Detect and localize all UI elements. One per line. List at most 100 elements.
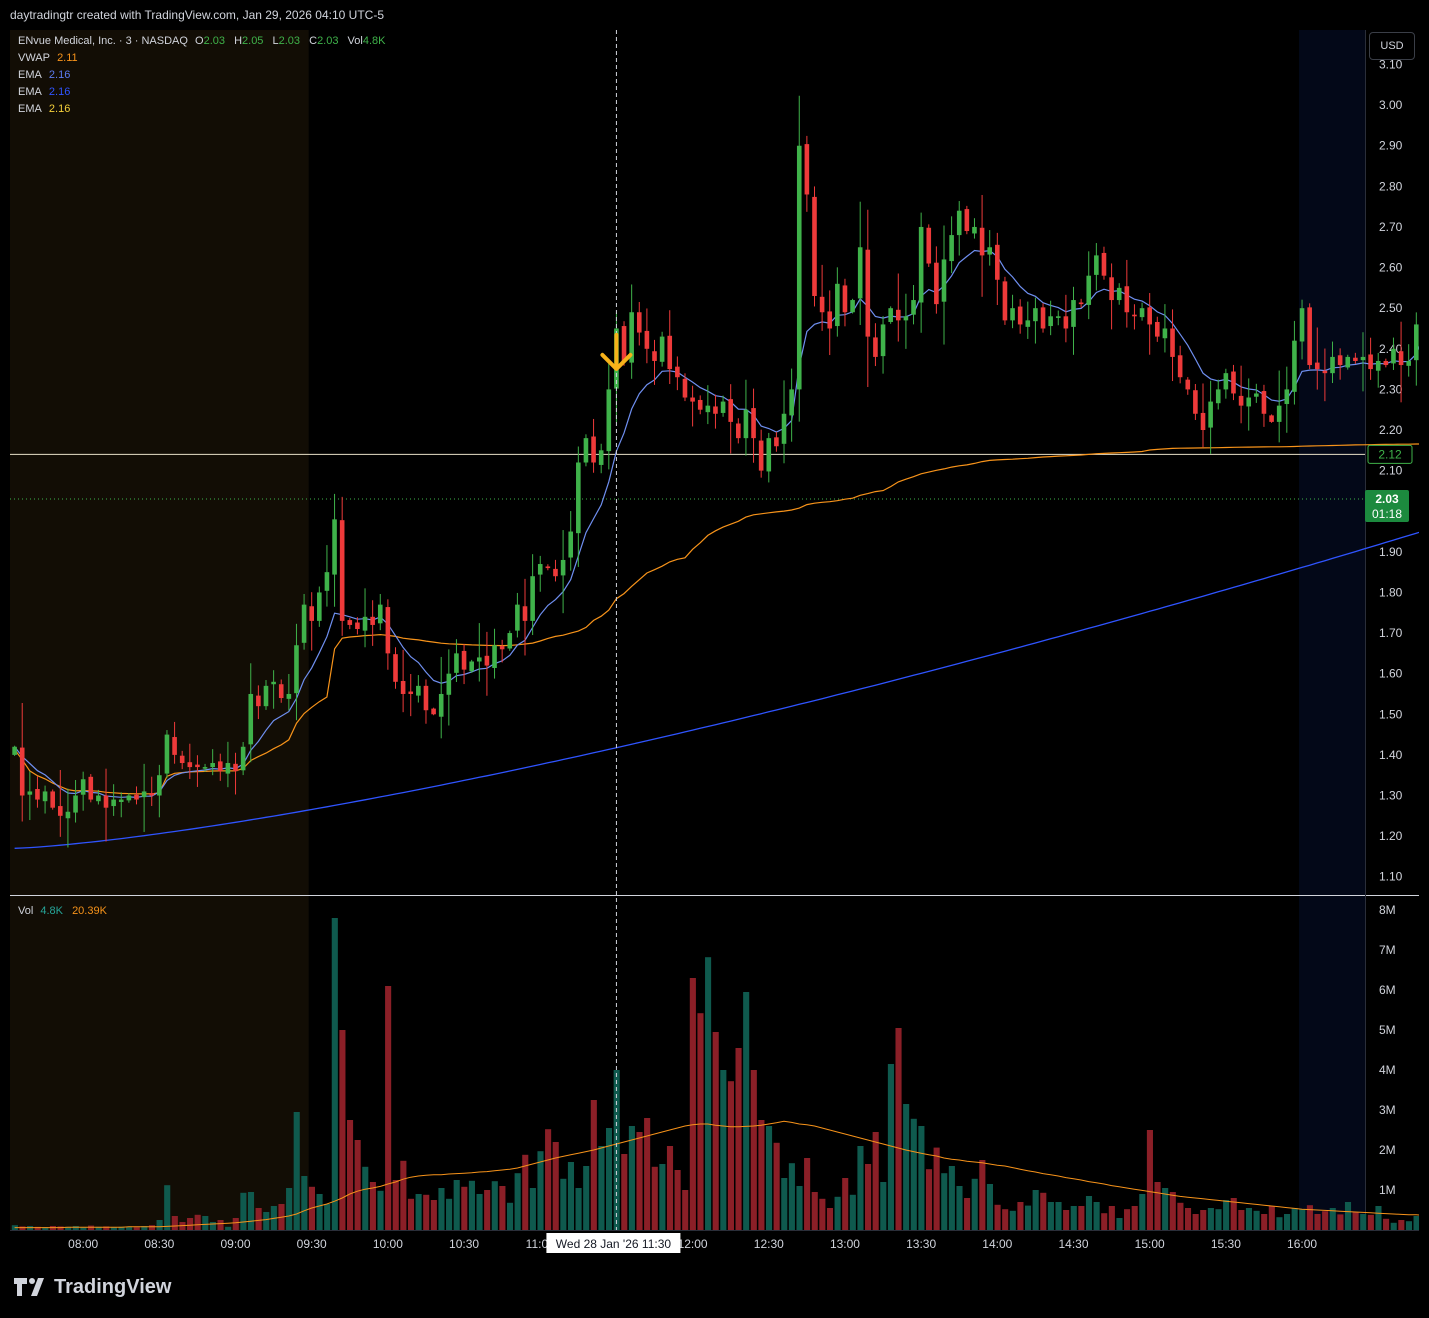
volume-tick-label: 4M xyxy=(1379,1063,1396,1077)
volume-legend[interactable]: Vol 4.8K 20.39K xyxy=(18,903,107,920)
volume-bar xyxy=(316,1194,323,1230)
volume-bar xyxy=(1070,1206,1077,1230)
chart-frame[interactable]: 3.10 3.00 2.90 2.80 2.70 2.60 2.50 2.40 2.30 2.20… xyxy=(10,30,1419,1257)
candlestick-chart[interactable]: 3.10 3.00 2.90 2.80 2.70 2.60 2.50 2.40 2.30 2.20… xyxy=(10,30,1419,1257)
candle xyxy=(88,774,94,803)
candle xyxy=(1040,303,1046,333)
candle xyxy=(659,331,665,367)
volume-bar xyxy=(331,918,338,1230)
candle-body xyxy=(1002,281,1008,321)
volume-bar xyxy=(1032,1190,1039,1230)
indicator-ema-3[interactable]: EMA 2.16 xyxy=(18,101,385,118)
volume-bar xyxy=(781,1178,788,1230)
volume-bar xyxy=(750,1070,757,1230)
candle-body xyxy=(1132,314,1137,317)
volume-bar xyxy=(240,1192,247,1230)
candle xyxy=(1155,316,1160,342)
currency-button[interactable]: USD xyxy=(1369,32,1415,60)
candle-body xyxy=(172,737,177,755)
candle-body xyxy=(995,244,1000,280)
volume-bars xyxy=(11,918,1419,1230)
candle xyxy=(454,639,459,682)
candle xyxy=(1162,304,1168,353)
time-tick-label: 08:30 xyxy=(144,1237,174,1251)
candle-body xyxy=(1307,307,1312,366)
candle xyxy=(393,647,398,689)
candle-body xyxy=(309,606,315,621)
volume-bar xyxy=(1398,1220,1405,1230)
premarket-background xyxy=(10,30,309,1230)
candle-body xyxy=(35,789,40,800)
crosshair-time-box xyxy=(546,1233,681,1253)
volume-bar xyxy=(339,1030,346,1230)
candle xyxy=(111,784,116,816)
candle-body xyxy=(362,616,368,631)
candle xyxy=(1398,321,1404,403)
price-tick-label: 1.40 xyxy=(1379,748,1403,762)
volume-bar xyxy=(1124,1209,1131,1230)
volume-bar xyxy=(560,1178,567,1230)
ema-3-value: 2.16 xyxy=(48,103,71,115)
ema-1-label: EMA xyxy=(18,69,42,81)
volume-bar xyxy=(1223,1200,1230,1230)
volume-bar xyxy=(392,1180,399,1230)
candle xyxy=(636,302,642,346)
time-tick-label: 14:00 xyxy=(982,1237,1012,1251)
candle-body xyxy=(126,795,132,801)
candle xyxy=(835,267,840,337)
candle xyxy=(515,592,520,638)
candle-body xyxy=(240,746,246,771)
symbol-name[interactable]: ENvue Medical, Inc. · 3 · NASDAQ xyxy=(18,35,188,47)
volume-bar xyxy=(1337,1214,1344,1230)
volume-bar xyxy=(171,1216,178,1230)
volume-bar xyxy=(1093,1202,1100,1230)
tradingview-logo-icon xyxy=(14,1278,44,1296)
candle-body xyxy=(286,693,292,699)
volume-bar xyxy=(910,1118,917,1230)
volume-bar xyxy=(95,1226,102,1230)
price-tick-label: 1.60 xyxy=(1379,667,1403,681)
candle xyxy=(332,493,337,607)
candle-body xyxy=(408,691,414,694)
candle xyxy=(1170,309,1175,382)
ema-2-value: 2.16 xyxy=(48,86,71,98)
volume-bar xyxy=(727,1081,734,1230)
indicator-ema-1[interactable]: EMA 2.16 xyxy=(18,67,385,84)
candle-body xyxy=(1055,316,1061,318)
volume-bar xyxy=(400,1160,407,1230)
candle-body xyxy=(141,791,147,798)
volume-bar xyxy=(346,1120,354,1230)
main-legend: ENvue Medical, Inc. · 3 · NASDAQ O2.03 H… xyxy=(18,33,385,118)
candle-body xyxy=(987,247,993,255)
volume-bar xyxy=(225,1226,232,1230)
volume-bar xyxy=(865,1164,872,1230)
candle xyxy=(644,308,650,364)
candle-body xyxy=(827,311,833,329)
volume-bar xyxy=(583,1166,590,1230)
volume-bar xyxy=(1078,1206,1085,1230)
candle-body xyxy=(423,685,429,711)
volume-bar xyxy=(903,1104,910,1230)
candle xyxy=(1299,299,1305,360)
candle-body xyxy=(195,764,200,768)
candle xyxy=(553,559,558,582)
candle xyxy=(1101,246,1107,280)
volume-bar xyxy=(765,1126,773,1230)
tradingview-logo[interactable]: TradingView xyxy=(12,1275,171,1299)
volume-bar xyxy=(1131,1206,1138,1230)
candle-body xyxy=(591,436,596,463)
candle-body xyxy=(1406,360,1411,366)
candle-body xyxy=(537,564,543,575)
candle xyxy=(324,545,330,607)
candle-body xyxy=(545,566,551,569)
candle-body xyxy=(857,247,863,299)
price-tick-label: 1.80 xyxy=(1379,585,1403,599)
candle-body xyxy=(73,795,78,813)
candle-body xyxy=(370,616,375,625)
volume-tick-label: 3M xyxy=(1379,1103,1396,1117)
indicator-ema-2[interactable]: EMA 2.16 xyxy=(18,84,385,101)
volume-bar xyxy=(1306,1205,1313,1230)
candle xyxy=(522,578,528,656)
horizontal-line-label-box xyxy=(1367,444,1413,464)
indicator-vwap[interactable]: VWAP 2.11 xyxy=(18,50,385,67)
